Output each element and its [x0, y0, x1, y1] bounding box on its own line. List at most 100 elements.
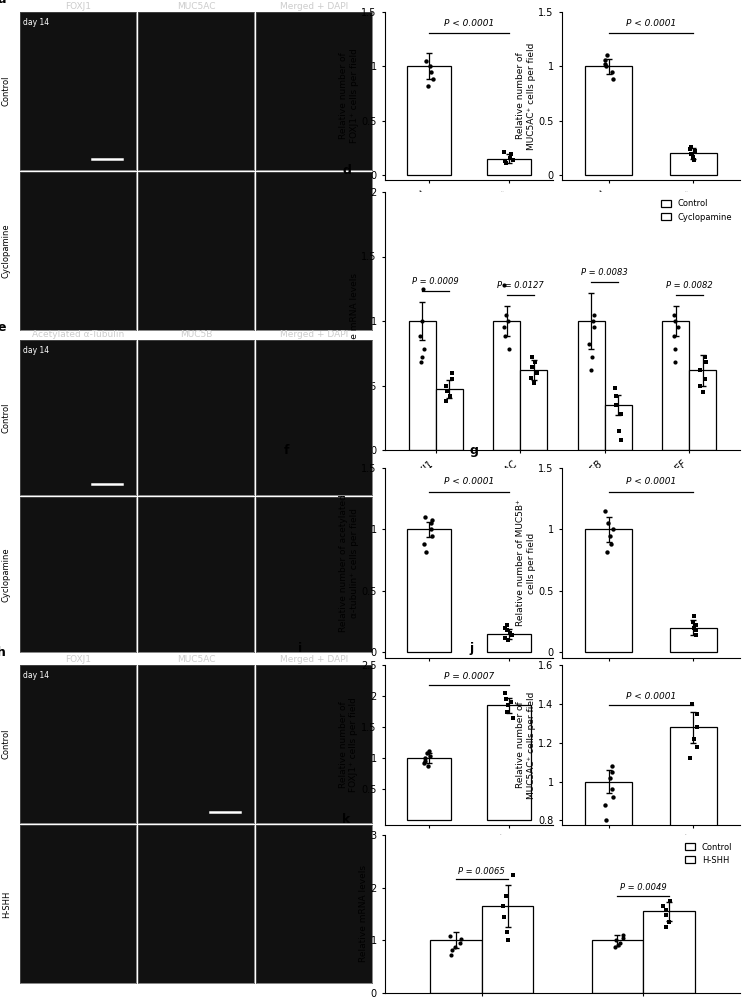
Point — [599, 797, 611, 813]
Point — [690, 719, 702, 735]
Point — [688, 608, 700, 624]
Point — [602, 515, 614, 531]
Y-axis label: Relative number of
FOXJ1⁺ cells per field: Relative number of FOXJ1⁺ cells per fiel… — [339, 698, 359, 792]
Point — [684, 750, 696, 766]
Text: k: k — [342, 813, 350, 826]
Point — [600, 58, 612, 74]
Point — [499, 630, 511, 646]
Point — [500, 888, 512, 904]
Title: FOXJ1: FOXJ1 — [65, 655, 91, 664]
Text: Cyclopamine: Cyclopamine — [1, 547, 10, 602]
Point — [425, 64, 437, 80]
Point — [616, 406, 627, 422]
Point — [610, 397, 622, 413]
Point — [499, 685, 511, 701]
Point — [589, 319, 601, 335]
Point — [612, 937, 624, 953]
Point — [526, 359, 538, 375]
Bar — [482, 906, 533, 993]
Point — [697, 384, 709, 400]
Point — [502, 313, 514, 329]
Point — [692, 739, 704, 755]
Point — [455, 931, 467, 947]
Point — [527, 349, 539, 365]
Point — [427, 71, 439, 87]
Point — [688, 731, 700, 747]
Point — [504, 150, 516, 166]
Text: H-SHH: H-SHH — [1, 890, 10, 918]
Bar — [605, 405, 632, 450]
Point — [506, 694, 518, 710]
Point — [426, 512, 438, 528]
Point — [530, 365, 542, 381]
Bar — [407, 529, 451, 652]
Point — [604, 528, 616, 544]
Bar — [407, 66, 451, 175]
Point — [607, 789, 619, 805]
Point — [685, 139, 697, 155]
Point — [527, 375, 539, 391]
Point — [418, 341, 430, 357]
Bar — [586, 782, 632, 976]
Text: Control: Control — [1, 729, 10, 759]
Point — [617, 927, 629, 943]
Bar — [520, 370, 548, 450]
Point — [506, 627, 518, 643]
Point — [419, 509, 431, 525]
Point — [583, 336, 595, 352]
Text: Cyclopamine: Cyclopamine — [1, 224, 10, 278]
Point — [669, 307, 681, 323]
Point — [663, 914, 675, 930]
Point — [414, 328, 426, 344]
Point — [586, 362, 598, 378]
Point — [418, 536, 430, 552]
Text: i: i — [297, 642, 302, 655]
Bar — [493, 321, 520, 450]
Title: Merged + DAPI: Merged + DAPI — [280, 655, 348, 664]
Point — [686, 696, 698, 712]
Point — [606, 781, 618, 797]
Point — [444, 388, 456, 404]
Text: P = 0.0009: P = 0.0009 — [412, 277, 459, 286]
Point — [607, 521, 619, 537]
Text: P < 0.0001: P < 0.0001 — [626, 19, 676, 28]
Text: P = 0.0049: P = 0.0049 — [620, 883, 666, 892]
Y-axis label: Relative number of MUC5B⁺
cells per field: Relative number of MUC5B⁺ cells per fiel… — [516, 500, 536, 626]
Point — [426, 528, 438, 544]
Y-axis label: Relative mRNA levels: Relative mRNA levels — [350, 272, 359, 369]
Bar — [487, 634, 531, 652]
Point — [424, 58, 436, 74]
Point — [454, 935, 466, 951]
Point — [505, 146, 517, 162]
Point — [601, 812, 613, 828]
Point — [613, 423, 625, 439]
Bar — [592, 940, 643, 993]
Point — [507, 866, 519, 883]
Point — [447, 942, 459, 958]
Point — [699, 371, 711, 387]
Bar — [670, 628, 716, 652]
Point — [507, 710, 519, 726]
Point — [700, 354, 712, 370]
Text: day 14: day 14 — [23, 671, 49, 680]
Point — [601, 47, 613, 63]
Point — [499, 620, 511, 636]
Bar — [670, 153, 716, 175]
Point — [497, 898, 509, 914]
Y-axis label: Relative number of
FOXJ1⁺ cells per field: Relative number of FOXJ1⁺ cells per fiel… — [339, 49, 359, 143]
Point — [425, 521, 437, 537]
Bar — [409, 321, 436, 450]
Point — [504, 625, 516, 641]
Point — [502, 932, 514, 948]
Point — [689, 627, 701, 643]
Bar — [643, 911, 695, 993]
Point — [529, 354, 541, 370]
Point — [599, 52, 611, 68]
Point — [424, 748, 436, 764]
Point — [498, 277, 510, 293]
Point — [500, 307, 512, 323]
Point — [500, 155, 512, 171]
Point — [689, 143, 701, 159]
Point — [500, 704, 512, 720]
Text: j: j — [469, 642, 474, 655]
